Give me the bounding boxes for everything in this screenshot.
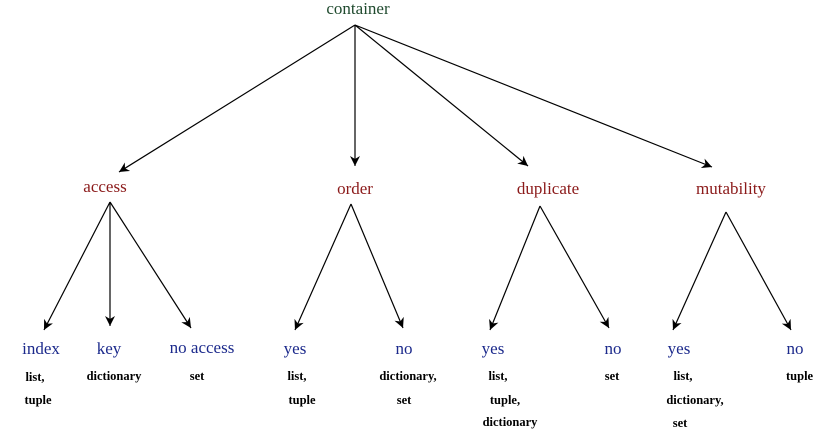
example-mutability-yes-2: dictionary,: [666, 393, 723, 407]
example-order-yes-2: tuple: [288, 393, 316, 407]
value-order-no-label: no: [396, 339, 413, 358]
edge-order-no: [350, 203, 404, 329]
example-duplicate-yes-3: dictionary: [483, 415, 539, 429]
example-duplicate-yes-2: tuple,: [490, 393, 520, 407]
edge-duplicate-yes: [489, 205, 541, 331]
example-order-yes-1: list,: [287, 369, 306, 383]
example-access-no-access-1: set: [190, 369, 205, 383]
example-order-no-2: set: [397, 393, 412, 407]
edge-root-mutability: [354, 24, 713, 168]
value-mutability-yes-label: yes: [668, 339, 691, 358]
value-access-no-access-label: no access: [170, 338, 235, 357]
root-node-label: container: [326, 0, 390, 18]
example-duplicate-no-1: set: [605, 369, 620, 383]
example-mutability-yes-3: set: [673, 416, 688, 430]
edge-mutability-no: [725, 211, 792, 331]
edge-mutability-yes: [672, 211, 727, 331]
edge-access-index: [43, 201, 111, 331]
category-mutability-label: mutability: [696, 179, 766, 198]
example-access-index-2: tuple: [24, 393, 52, 407]
edge-access-no-access: [109, 201, 192, 329]
value-mutability-no-label: no: [787, 339, 804, 358]
category-order-label: order: [337, 179, 373, 198]
example-access-index-1: list,: [25, 370, 44, 384]
example-access-key-1: dictionary: [87, 369, 143, 383]
example-duplicate-yes-1: list,: [488, 369, 507, 383]
example-mutability-no-1: tuple: [786, 369, 814, 383]
example-mutability-yes-1: list,: [673, 369, 692, 383]
value-access-key-label: key: [97, 339, 122, 358]
edge-order-yes: [294, 203, 352, 331]
example-order-no-1: dictionary,: [379, 369, 436, 383]
category-access-label: access: [83, 177, 126, 196]
edge-root-duplicate: [354, 24, 529, 167]
category-duplicate-label: duplicate: [517, 179, 579, 198]
value-access-index-label: index: [22, 339, 60, 358]
value-duplicate-yes-label: yes: [482, 339, 505, 358]
value-order-yes-label: yes: [284, 339, 307, 358]
edge-root-access: [118, 24, 356, 173]
value-duplicate-no-label: no: [605, 339, 622, 358]
edge-duplicate-no: [539, 205, 610, 329]
